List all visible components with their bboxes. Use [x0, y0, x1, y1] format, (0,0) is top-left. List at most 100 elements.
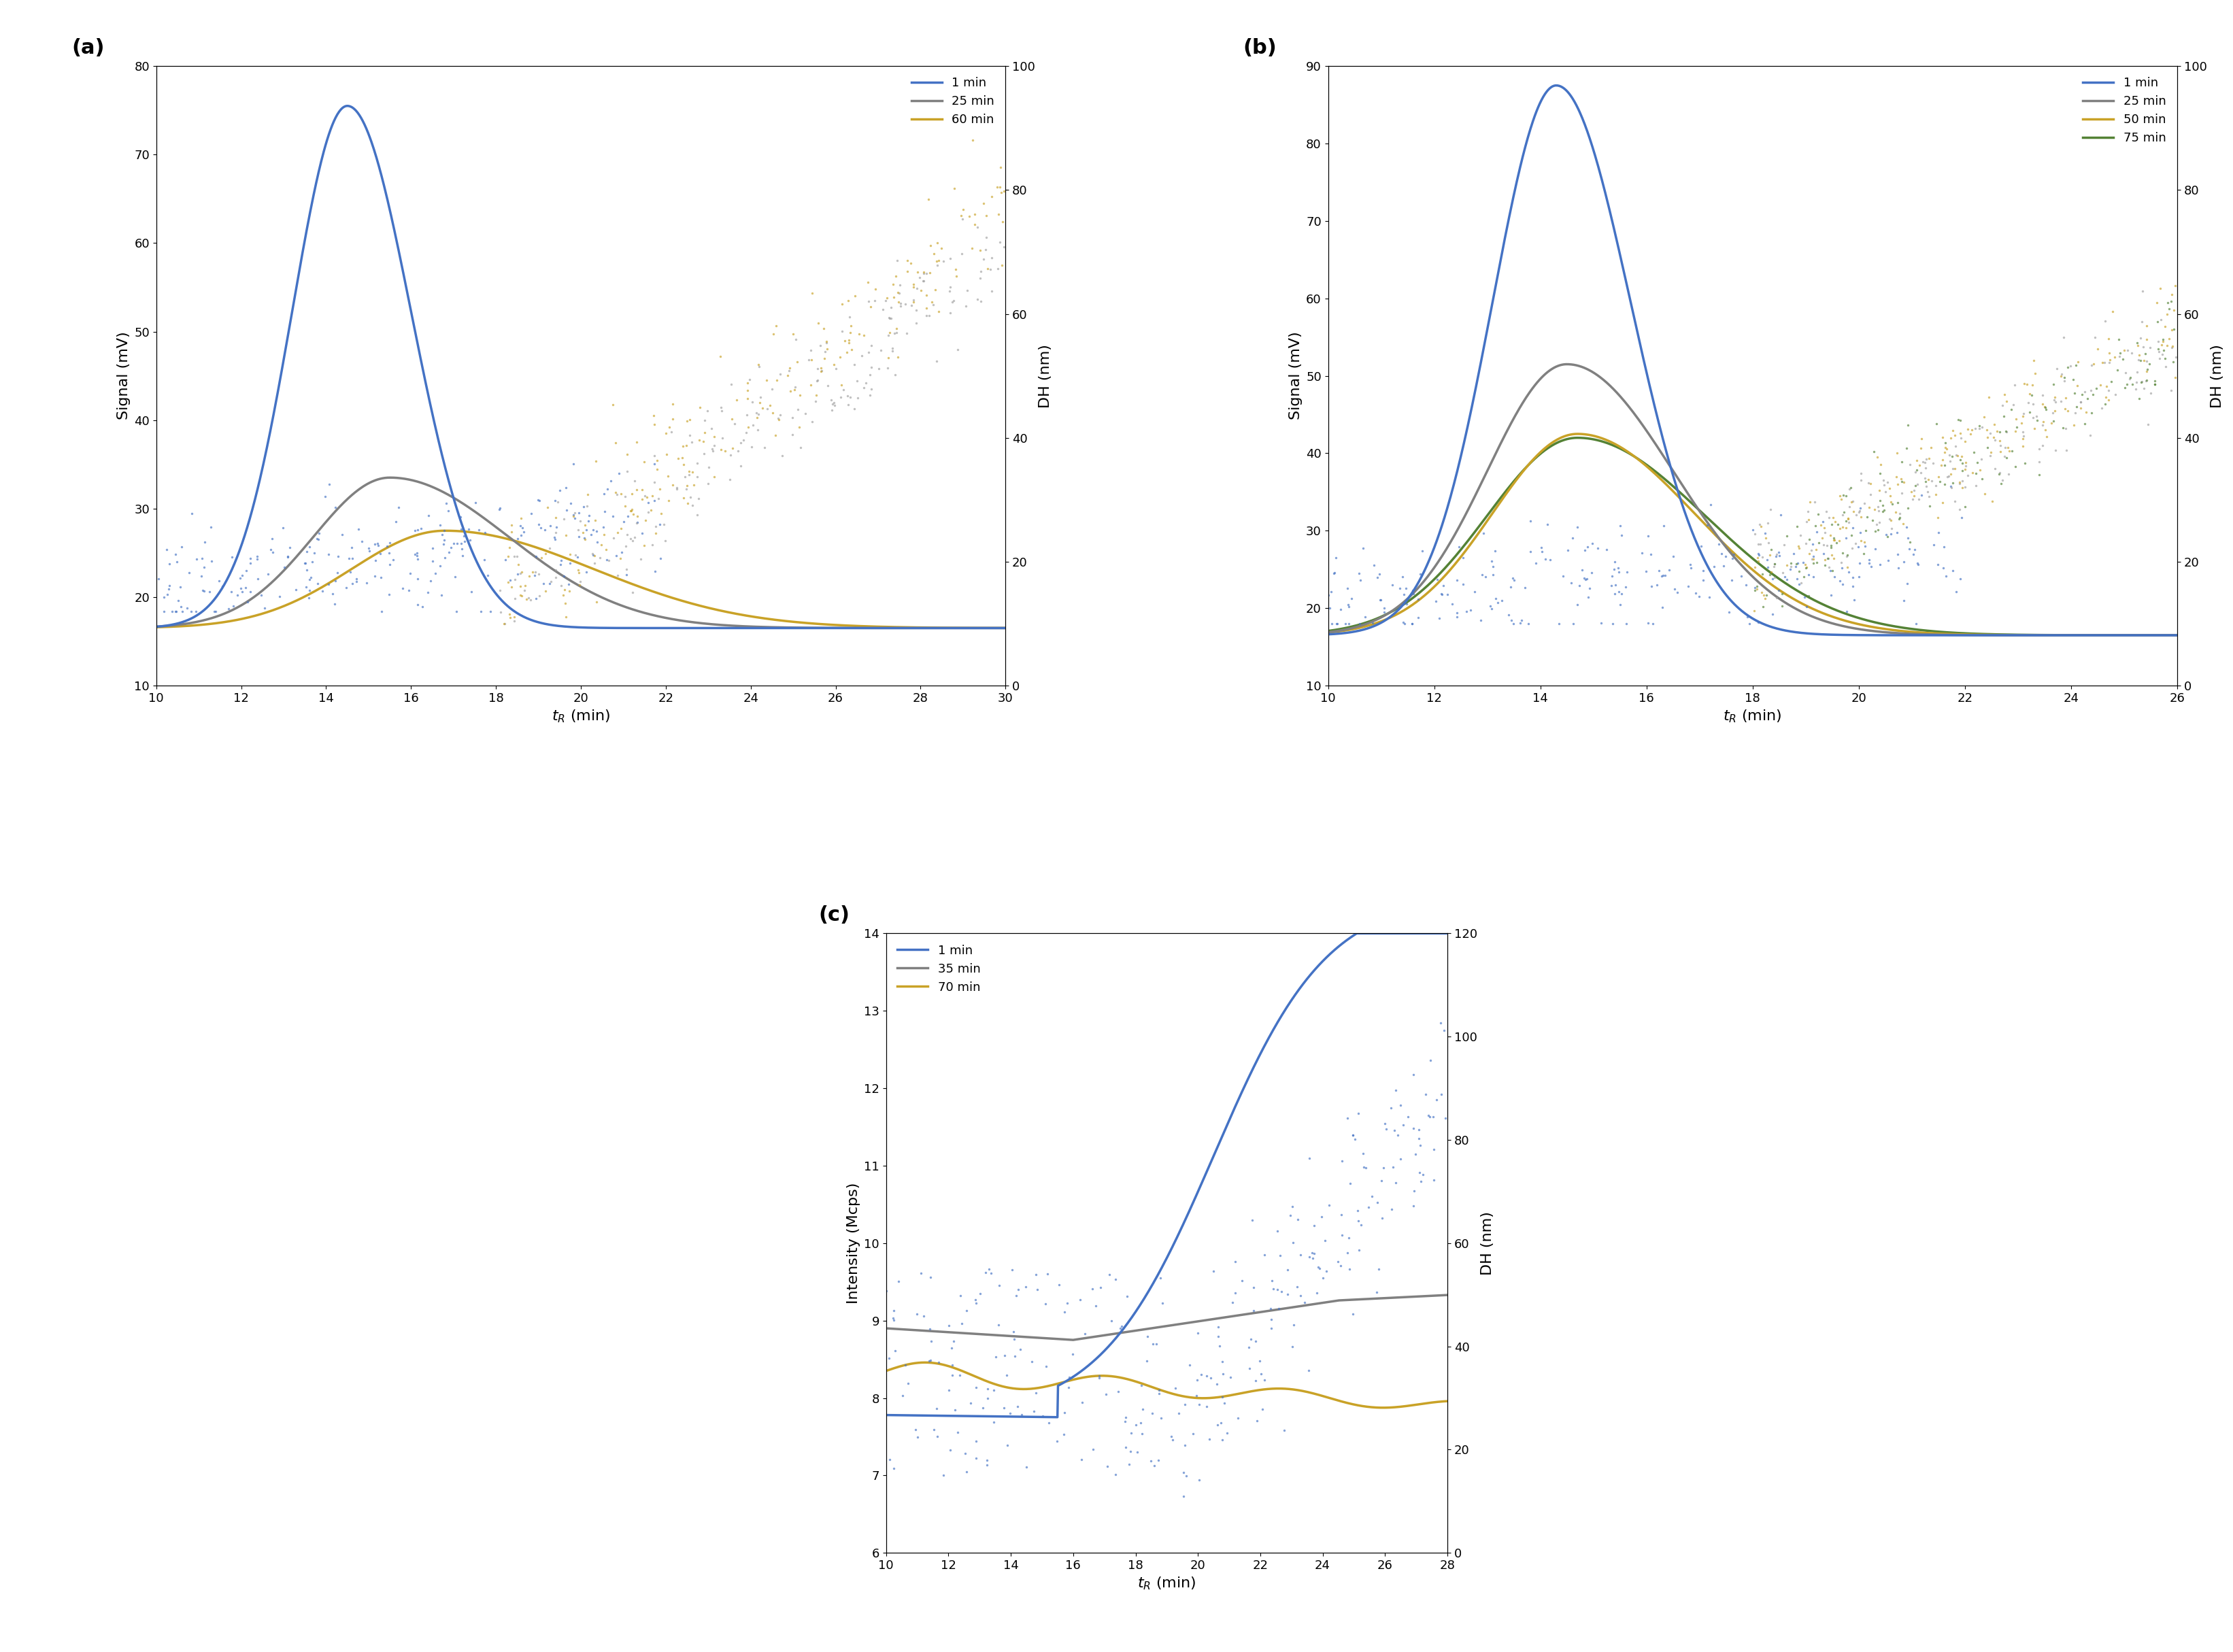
Point	[985, 233, 1020, 259]
Point	[438, 563, 473, 590]
Point	[266, 515, 301, 542]
Point	[1836, 515, 1871, 542]
Point	[1757, 550, 1793, 577]
Point	[1829, 525, 1865, 552]
Point	[2141, 339, 2177, 365]
Point	[703, 425, 739, 451]
Point	[1304, 1203, 1340, 1229]
Point	[435, 530, 471, 557]
Point	[2088, 307, 2124, 334]
Point	[585, 522, 621, 548]
Point	[616, 524, 652, 550]
Point	[502, 573, 538, 600]
Point	[949, 1459, 985, 1485]
Point	[290, 585, 326, 611]
Point	[1782, 558, 1818, 585]
Point	[873, 294, 909, 320]
Point	[1925, 555, 1961, 582]
Point	[665, 486, 701, 512]
Point	[2108, 358, 2144, 385]
Point	[357, 547, 393, 573]
Point	[1349, 1155, 1384, 1181]
Point	[741, 354, 777, 380]
Point	[757, 312, 793, 339]
Point	[614, 527, 650, 553]
Point	[578, 507, 614, 534]
Point	[1686, 558, 1722, 585]
Point	[339, 515, 375, 542]
Point	[1862, 487, 1898, 514]
Point	[1856, 507, 1891, 534]
Point	[415, 548, 451, 575]
Point	[1237, 1368, 1273, 1394]
Point	[1271, 1282, 1306, 1308]
Point	[1862, 459, 1898, 486]
Point	[938, 256, 974, 282]
Point	[920, 1422, 956, 1449]
Point	[1842, 468, 1878, 494]
Point	[1009, 1454, 1045, 1480]
Point	[833, 312, 869, 339]
Point	[473, 598, 509, 624]
Point	[1981, 428, 2016, 454]
Point	[482, 496, 518, 522]
Point	[808, 329, 844, 355]
Point	[2148, 354, 2184, 380]
Point	[1976, 425, 2012, 451]
Point	[317, 494, 353, 520]
Point	[509, 586, 545, 613]
Point	[1427, 1105, 1463, 1132]
Point	[210, 596, 246, 623]
Point	[958, 1374, 994, 1401]
Point	[538, 504, 574, 530]
Point	[857, 276, 893, 302]
Y-axis label: Signal (mV): Signal (mV)	[1288, 332, 1302, 420]
Point	[1860, 497, 1896, 524]
Point	[1847, 534, 1882, 560]
Point	[938, 1396, 974, 1422]
Point	[1943, 565, 1978, 591]
Point	[391, 577, 427, 603]
Point	[918, 1394, 953, 1421]
Point	[875, 1307, 911, 1333]
Point	[641, 476, 677, 502]
Point	[1103, 1313, 1139, 1340]
Point	[1764, 560, 1800, 586]
Point	[777, 325, 813, 352]
Point	[1400, 586, 1436, 613]
Point	[1338, 1127, 1373, 1153]
Point	[1789, 593, 1824, 620]
Point	[828, 339, 864, 365]
Point	[715, 406, 750, 433]
Point	[793, 337, 828, 363]
Point	[880, 279, 916, 306]
Point	[2043, 363, 2079, 390]
Point	[491, 534, 527, 560]
Point	[1494, 606, 1530, 633]
Point	[2036, 383, 2072, 410]
Point	[2097, 382, 2133, 408]
Point	[592, 547, 627, 573]
Point	[630, 484, 665, 510]
Point	[1603, 522, 1639, 548]
Point	[1938, 421, 1974, 448]
Point	[523, 515, 558, 542]
Point	[554, 491, 590, 517]
Point	[1900, 471, 1936, 497]
Point	[1795, 530, 1831, 557]
Point	[808, 329, 844, 355]
Point	[1306, 1227, 1342, 1254]
Point	[1760, 585, 1795, 611]
Point	[368, 534, 404, 560]
Point	[1806, 519, 1842, 545]
Point	[159, 598, 194, 624]
Point	[643, 501, 679, 527]
Point	[560, 557, 596, 583]
Point	[590, 476, 625, 502]
Point	[1275, 1333, 1311, 1360]
Point	[293, 567, 328, 593]
Point	[2157, 365, 2193, 392]
Point	[945, 1310, 980, 1336]
Point	[907, 261, 942, 287]
Point	[1384, 1112, 1420, 1138]
